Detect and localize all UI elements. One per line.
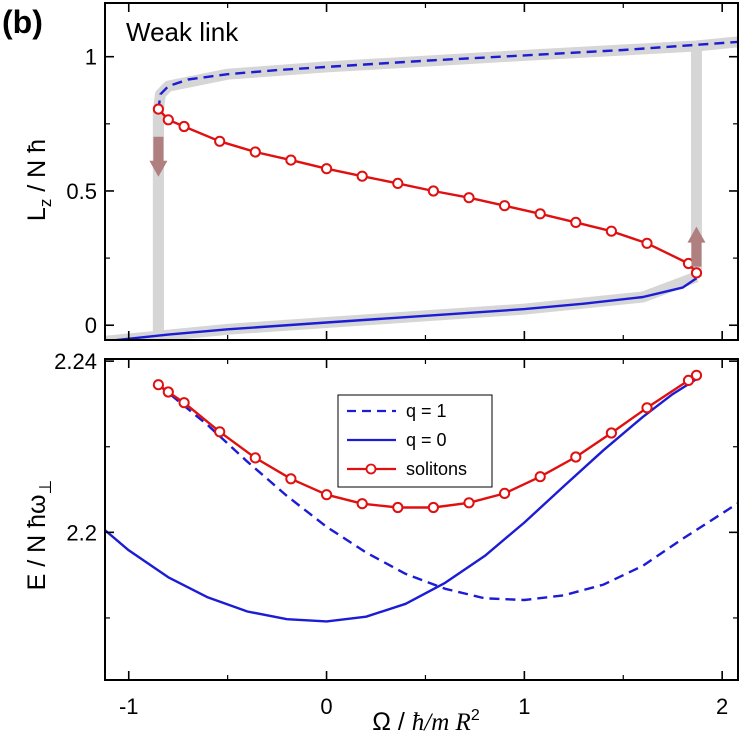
soliton-point — [427, 185, 439, 197]
bottom-y-axis-title: E / N ħω⊥ — [23, 480, 55, 591]
x-axis-title: Ω / ħ/m R2 — [372, 707, 480, 736]
legend-label-q1: q = 1 — [406, 401, 447, 421]
y-tick-label: 2.24 — [54, 349, 97, 374]
top-series — [105, 40, 738, 340]
transition-arrows — [149, 136, 706, 267]
top-y-axis-title: Lz / N ħ — [23, 139, 55, 221]
soliton-point — [499, 487, 511, 499]
soliton-point — [641, 237, 653, 249]
arrow-up-icon — [687, 226, 706, 267]
soliton-point — [463, 497, 475, 509]
soliton-point — [178, 397, 190, 409]
soliton-point — [463, 192, 475, 204]
bottom-panel: -1 0 1 2 2.2 2.24 q = 1 q = 0 solitons E / N … — [23, 349, 739, 736]
soliton-point — [321, 489, 333, 501]
legend-label-q0: q = 0 — [406, 430, 447, 450]
soliton-point — [605, 427, 618, 439]
soliton-point — [214, 135, 226, 147]
legend: q = 1 q = 0 solitons — [337, 394, 493, 488]
legend-marker-solitons — [365, 463, 377, 475]
soliton-point — [249, 452, 261, 464]
series-q-1 — [157, 383, 738, 602]
y-tick-label: 2.2 — [66, 520, 97, 545]
soliton-point — [162, 386, 174, 398]
series-q-0-lower-branch- — [105, 277, 698, 340]
soliton-point — [427, 501, 439, 514]
y-tick-label: 1 — [85, 45, 97, 70]
panel-label: (b) — [2, 4, 43, 40]
soliton-point — [605, 225, 618, 237]
soliton-point — [570, 451, 582, 463]
y-tick-label: 0 — [85, 313, 97, 338]
soliton-point — [178, 120, 190, 133]
series-q-1-upper-branch- — [157, 40, 738, 111]
soliton-point — [392, 177, 404, 189]
soliton-point — [534, 471, 546, 483]
series-solitons — [157, 108, 698, 274]
bottom-ticks: -1 0 1 2 2.2 2.24 — [54, 349, 738, 719]
top-plot-frame — [104, 2, 739, 341]
soliton-point — [321, 163, 333, 175]
soliton-point — [214, 426, 226, 438]
soliton-point — [534, 208, 546, 220]
soliton-point — [249, 146, 261, 158]
soliton-point — [499, 200, 511, 212]
x-tick-label: 1 — [518, 694, 530, 719]
soliton-point — [285, 473, 297, 485]
top-ticks: 00.51 — [66, 3, 738, 340]
soliton-point — [356, 498, 368, 510]
weak-link-annotation: Weak link — [126, 17, 239, 47]
bottom-plot-frame — [104, 358, 739, 681]
x-tick-label: 2 — [716, 694, 728, 719]
series-solitons — [157, 374, 698, 509]
soliton-point — [152, 103, 164, 115]
arrow-down-icon — [149, 136, 168, 177]
soliton-point — [162, 114, 174, 126]
soliton-point — [682, 374, 695, 386]
bottom-series — [105, 369, 738, 623]
soliton-point — [152, 379, 164, 391]
x-tick-label: 0 — [320, 694, 332, 719]
series-q-0 — [105, 378, 698, 623]
soliton-point — [570, 216, 582, 228]
y-tick-label: 0.5 — [66, 179, 97, 204]
legend-label-solitons: solitons — [406, 459, 467, 479]
top-panel: 00.51 Weak link Lz / N ħ — [23, 2, 739, 341]
soliton-point — [392, 501, 404, 514]
soliton-point — [690, 369, 703, 381]
soliton-point — [285, 154, 297, 166]
soliton-point — [356, 170, 368, 182]
x-tick-label: -1 — [119, 694, 139, 719]
soliton-point — [641, 402, 653, 414]
soliton-point — [690, 267, 703, 279]
